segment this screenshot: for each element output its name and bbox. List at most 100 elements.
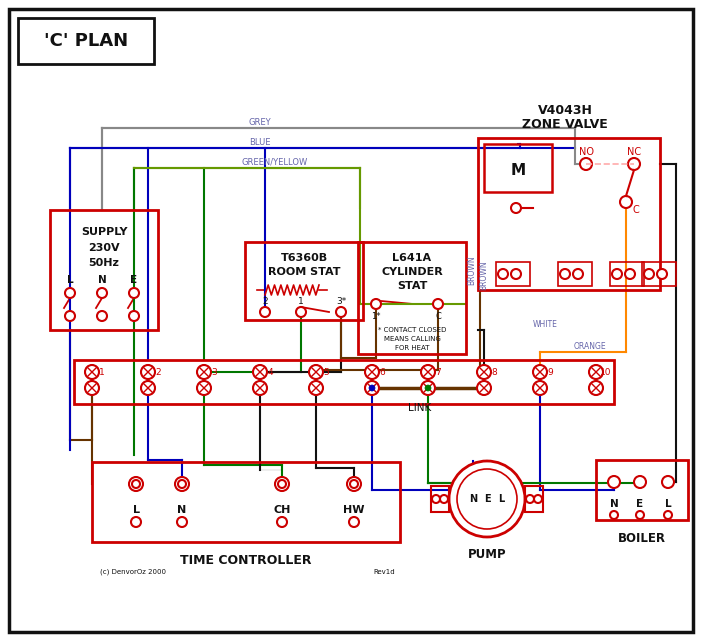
Text: L: L (665, 499, 671, 509)
Text: TIME CONTROLLER: TIME CONTROLLER (180, 553, 312, 567)
Text: BOILER: BOILER (618, 531, 666, 544)
Bar (50, 210, 158, 330)
Circle shape (533, 381, 547, 395)
Circle shape (277, 517, 287, 527)
Circle shape (175, 477, 189, 491)
Bar (484, 144, 552, 192)
Circle shape (589, 381, 603, 395)
Circle shape (347, 477, 361, 491)
Text: L: L (133, 505, 140, 515)
Circle shape (657, 269, 667, 279)
Circle shape (65, 288, 75, 298)
Text: N: N (609, 499, 618, 509)
Text: N: N (469, 494, 477, 504)
Text: 2: 2 (155, 367, 161, 376)
Circle shape (421, 381, 435, 395)
Circle shape (260, 307, 270, 317)
Text: 5: 5 (323, 367, 329, 376)
Bar (92, 462, 400, 542)
Bar (478, 138, 660, 290)
Bar (74, 360, 614, 404)
Circle shape (644, 269, 654, 279)
Circle shape (625, 269, 635, 279)
Circle shape (457, 469, 517, 529)
Text: BLUE: BLUE (249, 138, 271, 147)
Circle shape (309, 381, 323, 395)
Bar (496, 262, 530, 286)
Text: ZONE VALVE: ZONE VALVE (522, 117, 608, 131)
Text: WHITE: WHITE (533, 319, 557, 328)
Text: 10: 10 (600, 367, 611, 376)
Circle shape (612, 269, 622, 279)
Circle shape (275, 477, 289, 491)
Bar (245, 242, 363, 320)
Text: LINK: LINK (409, 403, 432, 413)
Text: ROOM STAT: ROOM STAT (267, 267, 340, 277)
Text: GREEN/YELLOW: GREEN/YELLOW (242, 158, 308, 167)
Circle shape (371, 299, 381, 309)
Text: CYLINDER: CYLINDER (381, 267, 443, 277)
Circle shape (369, 385, 375, 391)
Circle shape (425, 385, 431, 391)
Circle shape (65, 311, 75, 321)
Circle shape (129, 288, 139, 298)
Text: ORANGE: ORANGE (574, 342, 607, 351)
Circle shape (664, 511, 672, 519)
Circle shape (141, 365, 155, 379)
Bar (642, 262, 676, 286)
Text: N: N (98, 275, 107, 285)
Circle shape (636, 511, 644, 519)
Text: E: E (131, 275, 138, 285)
Text: 1: 1 (298, 297, 304, 306)
Circle shape (628, 158, 640, 170)
Circle shape (662, 476, 674, 488)
Circle shape (440, 495, 448, 503)
Bar (525, 486, 543, 512)
Text: E: E (484, 494, 490, 504)
Text: C: C (633, 205, 640, 215)
Text: FOR HEAT: FOR HEAT (395, 345, 429, 351)
Text: 3*: 3* (336, 297, 346, 306)
Text: T6360B: T6360B (280, 253, 328, 263)
Circle shape (608, 476, 620, 488)
Circle shape (511, 203, 521, 213)
Text: 6: 6 (379, 367, 385, 376)
Circle shape (97, 288, 107, 298)
Text: E: E (637, 499, 644, 509)
Circle shape (177, 517, 187, 527)
Circle shape (421, 365, 435, 379)
Bar (18, 18, 154, 64)
Bar (431, 486, 449, 512)
Circle shape (534, 495, 542, 503)
Text: STAT: STAT (397, 281, 428, 291)
Circle shape (589, 365, 603, 379)
Text: BROWN: BROWN (479, 260, 489, 290)
Circle shape (365, 365, 379, 379)
Text: 9: 9 (547, 367, 553, 376)
Bar (358, 242, 466, 354)
Circle shape (85, 365, 99, 379)
Text: CH: CH (273, 505, 291, 515)
Circle shape (449, 461, 525, 537)
Bar (558, 262, 592, 286)
Text: 230V: 230V (88, 243, 120, 253)
Circle shape (526, 495, 534, 503)
Text: SUPPLY: SUPPLY (81, 227, 127, 237)
Text: 50Hz: 50Hz (88, 258, 119, 268)
Circle shape (477, 365, 491, 379)
Circle shape (365, 381, 379, 395)
Text: L: L (498, 494, 504, 504)
Text: 3: 3 (211, 367, 217, 376)
Circle shape (129, 477, 143, 491)
Text: HW: HW (343, 505, 365, 515)
Text: NC: NC (627, 147, 641, 157)
Text: C: C (435, 312, 441, 320)
Text: M: M (510, 163, 526, 178)
Circle shape (296, 307, 306, 317)
Circle shape (309, 365, 323, 379)
Circle shape (498, 269, 508, 279)
Text: 8: 8 (491, 367, 497, 376)
Text: 4: 4 (267, 367, 273, 376)
Text: 'C' PLAN: 'C' PLAN (44, 32, 128, 50)
Circle shape (85, 381, 99, 395)
